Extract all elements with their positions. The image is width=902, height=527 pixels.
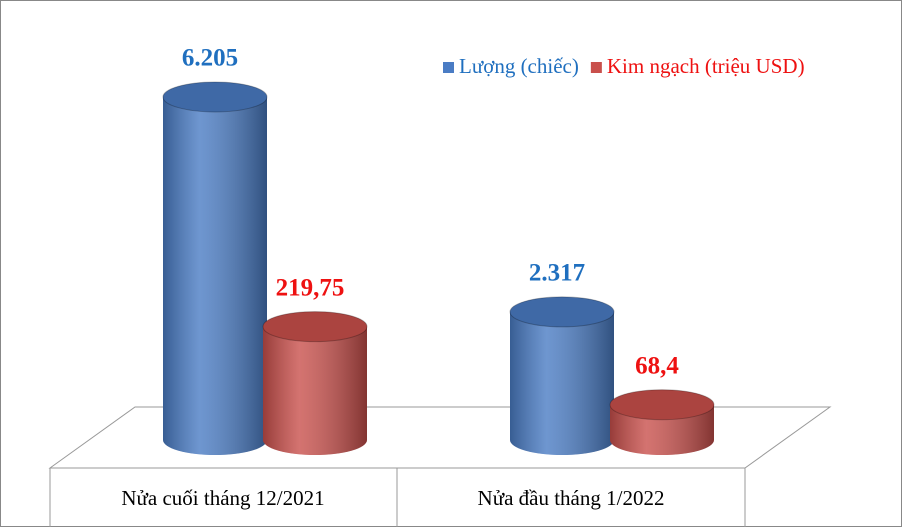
- x-tick-label: Nửa cuối tháng 12/2021: [121, 486, 324, 510]
- value-label: 6.205: [182, 45, 238, 72]
- cylinder-shade: [163, 96, 267, 455]
- cylinder-top: [262, 311, 368, 343]
- cylinder-top: [609, 389, 715, 421]
- cylinder-shade: [510, 311, 614, 455]
- legend-label: Lượng (chiếc): [459, 54, 579, 78]
- cylinder-shade: [263, 326, 367, 455]
- x-tick-label: Nửa đầu tháng 1/2022: [478, 486, 665, 510]
- cylinder-top: [509, 296, 615, 328]
- cylinder-top-shade: [263, 311, 367, 342]
- legend-swatch: [443, 62, 454, 73]
- value-label: 219,75: [276, 274, 345, 301]
- cylinder-top-shade: [610, 389, 714, 420]
- cylinder-top-shade: [510, 296, 614, 327]
- value-label: 2.317: [529, 260, 585, 287]
- legend-label: Kim ngạch (triệu USD): [607, 54, 805, 78]
- value-label: 68,4: [635, 352, 679, 379]
- legend-swatch: [590, 62, 602, 73]
- cylinder-top: [162, 81, 268, 113]
- cylinder-top-shade: [163, 81, 267, 112]
